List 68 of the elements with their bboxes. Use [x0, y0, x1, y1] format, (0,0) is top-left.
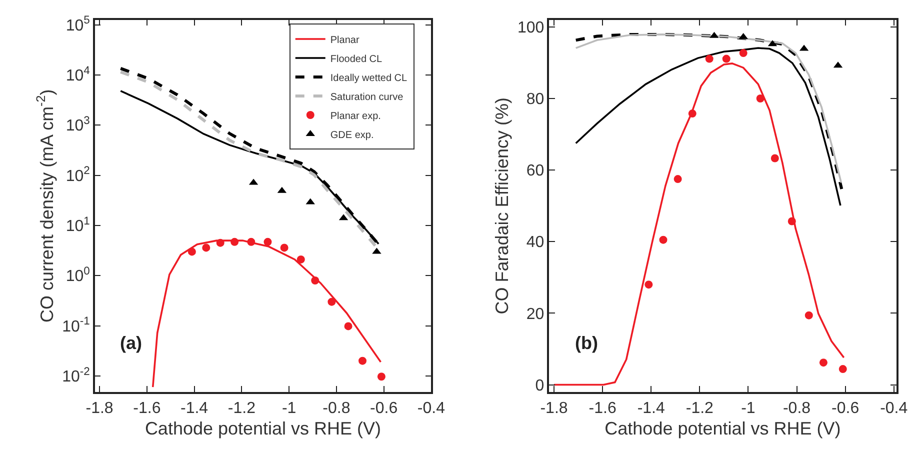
point	[188, 248, 196, 256]
x-axis-title: Cathode potential vs RHE (V)	[604, 418, 841, 438]
annotation: (b)	[575, 333, 598, 353]
point	[756, 94, 764, 102]
point	[296, 255, 305, 264]
point	[216, 238, 224, 247]
x-tick-label: -1.8	[86, 400, 114, 417]
point	[788, 217, 796, 226]
y-tick-label: 10$^{2}$	[66, 165, 90, 185]
point	[280, 244, 288, 252]
point	[739, 49, 748, 58]
legend-label: Planar	[330, 34, 360, 46]
x-tick-label: -0.8	[782, 400, 811, 417]
point	[674, 175, 682, 184]
y-tick-label: 10$^{3}$	[66, 115, 90, 135]
x-tick-label: -1.2	[228, 400, 256, 417]
point	[705, 54, 714, 63]
point	[838, 365, 847, 374]
x-tick-label: -1.4	[180, 400, 208, 417]
x-axis-title: Cathode potential vs RHE (V)	[144, 418, 382, 438]
point	[659, 236, 668, 244]
x-tick-label: -1	[741, 400, 756, 417]
y-tick-label: 10$^{-1}$	[62, 316, 90, 336]
y-tick-label: 100	[518, 20, 544, 37]
point	[328, 298, 336, 306]
legend-label: Planar exp.	[330, 110, 381, 122]
point	[377, 372, 386, 381]
legend-label: GDE exp.	[330, 130, 374, 141]
y-tick-label: 80	[526, 91, 544, 108]
point	[722, 54, 730, 63]
x-tick-label: -0.4	[880, 400, 908, 417]
x-tick-label: -0.4	[417, 400, 446, 417]
point	[247, 238, 256, 246]
point	[202, 244, 210, 252]
x-tick-label: -0.6	[370, 400, 398, 417]
y-tick-label: 60	[526, 162, 544, 180]
annotation: (a)	[120, 333, 142, 353]
legend-label: Ideally wetted CL	[330, 72, 408, 84]
legend-label: Saturation curve	[330, 92, 404, 103]
x-tick-label: -1.8	[540, 400, 568, 417]
line-series	[574, 47, 842, 206]
point	[644, 280, 653, 289]
x-tick-label: -0.8	[322, 400, 350, 417]
point	[311, 276, 320, 284]
point	[264, 238, 272, 246]
y-tick-label: 10$^{4}$	[66, 64, 90, 85]
x-tick-label: -1.2	[686, 400, 714, 417]
y-tick-label: 20	[526, 306, 544, 323]
x-tick-label: -1.6	[133, 400, 161, 417]
point	[819, 358, 828, 367]
y-tick-label: 40	[526, 234, 544, 252]
point	[688, 110, 696, 118]
point	[770, 154, 779, 162]
x-tick-label: -1.4	[637, 400, 665, 417]
y-tick-label: 10$^{1}$	[66, 215, 90, 236]
y-tick-label: 0	[535, 377, 544, 394]
legend-label: Flooded CL	[330, 54, 383, 65]
x-tick-label: -0.6	[832, 400, 860, 417]
point	[344, 322, 352, 330]
point	[358, 356, 366, 365]
y-tick-label: 10$^{5}$	[66, 14, 90, 34]
point	[804, 311, 813, 320]
y-tick-label: 10$^{-2}$	[62, 366, 90, 386]
x-tick-label: -1	[282, 400, 296, 417]
point	[230, 238, 239, 246]
y-tick-label: 10$^{0}$	[66, 266, 90, 286]
y-axis-title: CO Faradaic Efficiency (%)	[492, 97, 512, 314]
x-tick-label: -1.6	[588, 400, 616, 417]
